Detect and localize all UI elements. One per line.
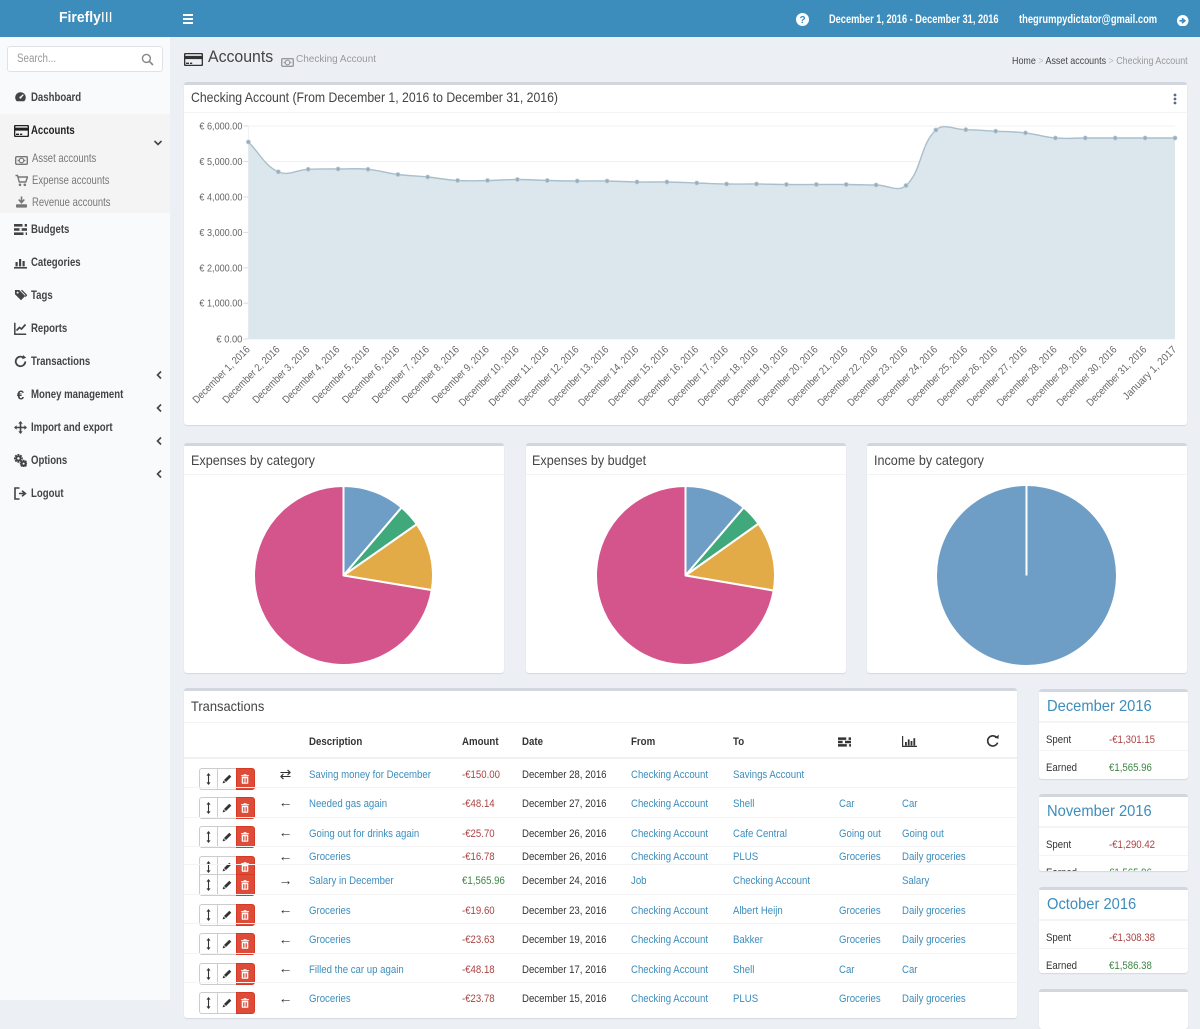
svg-text:€ 2,000.00: € 2,000.00 [199,262,242,274]
svg-text:€ 3,000.00: € 3,000.00 [199,227,242,239]
svg-text:€ 5,000.00: € 5,000.00 [199,156,242,168]
svg-text:€ 6,000.00: € 6,000.00 [199,121,242,133]
svg-text:€ 1,000.00: € 1,000.00 [199,298,242,310]
svg-text:€: € [17,388,24,401]
svg-text:January 1, 2017: January 1, 2017 [1121,344,1180,403]
svg-text:?: ? [799,14,805,25]
svg-text:€ 4,000.00: € 4,000.00 [199,192,242,204]
svg-text:€ 0.00: € 0.00 [216,334,242,346]
